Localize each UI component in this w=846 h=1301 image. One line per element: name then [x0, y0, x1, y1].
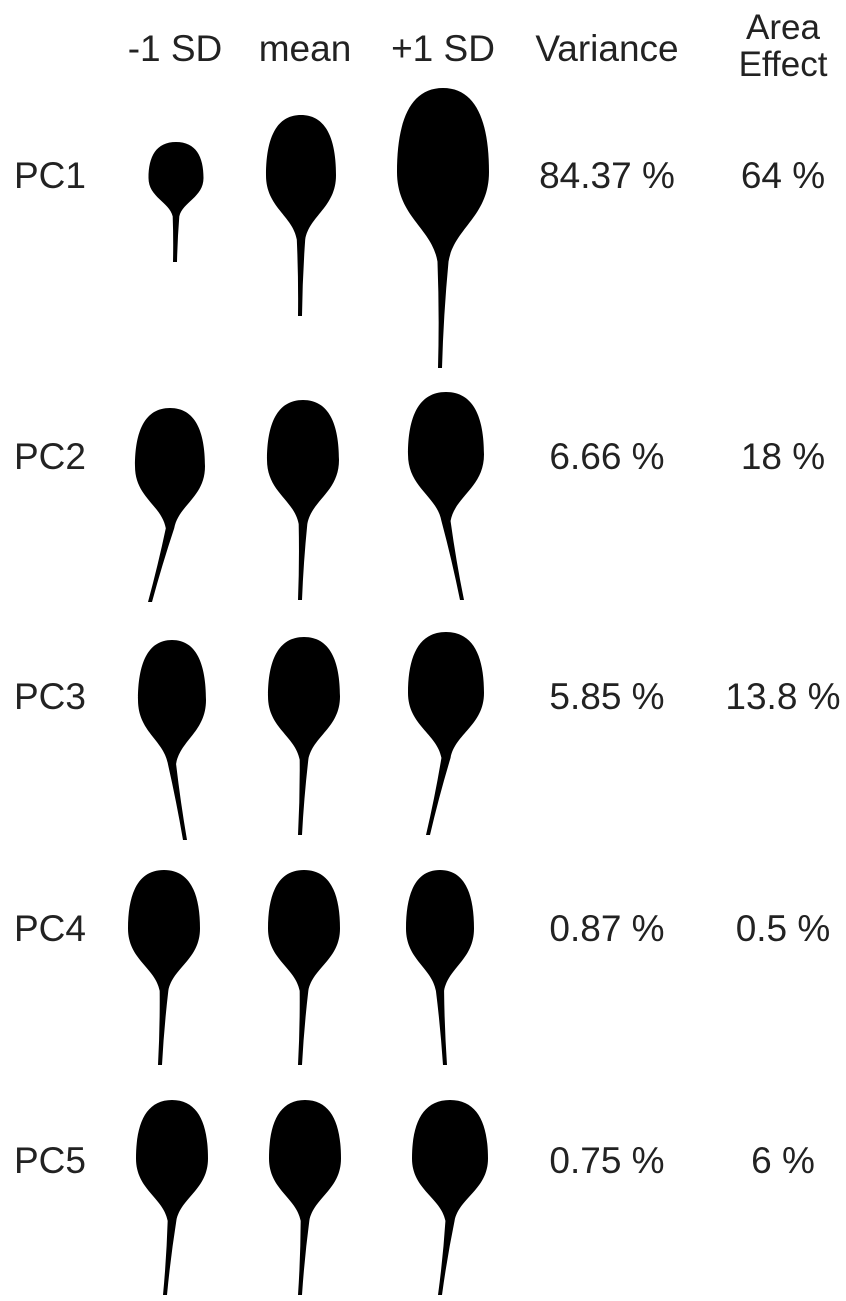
area-effect: 0.5 %	[703, 910, 846, 947]
leaf-shape	[128, 870, 200, 1065]
leaf-shape	[397, 88, 489, 368]
leaf-shape	[412, 1100, 488, 1295]
leaf-shape	[136, 1100, 208, 1295]
row-label: PC4	[0, 910, 130, 947]
area-effect: 6 %	[703, 1142, 846, 1179]
column-header: Area Effect	[728, 10, 838, 84]
leaf-shape	[408, 392, 484, 600]
leaf-shape	[135, 408, 205, 602]
variance: 5.85 %	[527, 678, 687, 715]
variance: 6.66 %	[527, 438, 687, 475]
column-header: mean	[225, 30, 385, 67]
leaf-shape	[138, 640, 206, 840]
leaf-shape	[269, 1100, 341, 1295]
row-label: PC1	[0, 157, 130, 194]
variance: 0.87 %	[527, 910, 687, 947]
leaf-shapes	[0, 0, 846, 1301]
column-header: Variance	[527, 30, 687, 67]
row-label: PC2	[0, 438, 130, 475]
leaf-shape	[268, 637, 340, 835]
variance: 0.75 %	[527, 1142, 687, 1179]
area-effect: 18 %	[703, 438, 846, 475]
leaf-shape	[406, 870, 474, 1065]
leaf-shape	[267, 400, 339, 600]
figure: -1 SDmean+1 SDVarianceArea EffectPC184.3…	[0, 0, 846, 1301]
row-label: PC5	[0, 1142, 130, 1179]
leaf-shape	[408, 632, 484, 835]
leaf-shape	[268, 870, 340, 1065]
variance: 84.37 %	[527, 157, 687, 194]
column-header: +1 SD	[363, 30, 523, 67]
area-effect: 64 %	[703, 157, 846, 194]
row-label: PC3	[0, 678, 130, 715]
area-effect: 13.8 %	[703, 678, 846, 715]
leaf-shape	[266, 115, 336, 316]
leaf-shape	[149, 142, 204, 262]
